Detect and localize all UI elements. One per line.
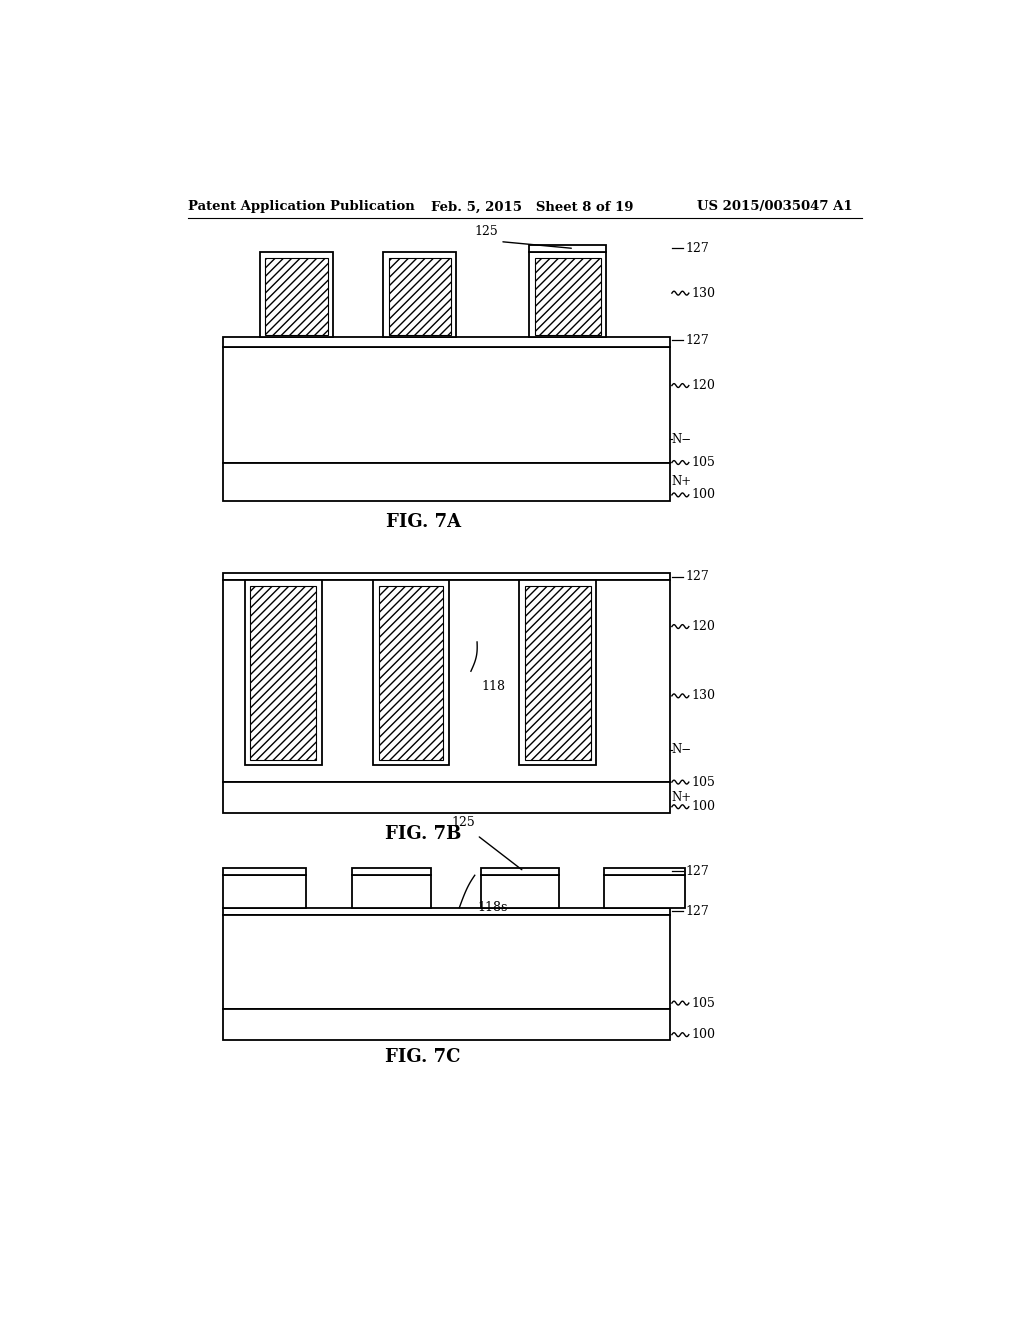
- Text: FIG. 7B: FIG. 7B: [385, 825, 462, 843]
- Bar: [223, 337, 670, 347]
- Bar: [604, 867, 685, 875]
- Bar: [535, 257, 601, 335]
- Text: 100: 100: [691, 1028, 715, 1041]
- Bar: [223, 581, 670, 781]
- Bar: [352, 867, 431, 875]
- Text: N+: N+: [672, 475, 692, 488]
- Text: 120: 120: [691, 620, 715, 634]
- Bar: [223, 462, 670, 502]
- Bar: [223, 573, 670, 581]
- Bar: [223, 908, 670, 915]
- Text: 127: 127: [685, 242, 709, 255]
- Text: 127: 127: [685, 334, 709, 347]
- Bar: [260, 252, 333, 337]
- Bar: [223, 347, 670, 462]
- Text: 105: 105: [691, 776, 715, 788]
- Text: 120: 120: [691, 379, 715, 392]
- Bar: [519, 581, 596, 766]
- Bar: [352, 875, 431, 908]
- Text: 125: 125: [452, 816, 475, 829]
- Bar: [481, 875, 559, 908]
- Bar: [604, 875, 685, 908]
- Bar: [529, 252, 606, 337]
- Text: 100: 100: [691, 488, 715, 502]
- Text: US 2015/0035047 A1: US 2015/0035047 A1: [696, 201, 852, 214]
- Bar: [379, 586, 443, 760]
- Bar: [524, 586, 591, 760]
- Text: 118: 118: [481, 681, 506, 693]
- Text: 125: 125: [474, 224, 498, 238]
- Bar: [529, 244, 606, 252]
- Text: 127: 127: [685, 865, 709, 878]
- Bar: [388, 257, 451, 335]
- Text: 105: 105: [691, 455, 715, 469]
- Text: 100: 100: [691, 800, 715, 813]
- Bar: [250, 586, 316, 760]
- Bar: [373, 581, 449, 766]
- Text: N−: N−: [672, 743, 692, 756]
- Text: 118s: 118s: [477, 902, 508, 915]
- Bar: [223, 915, 670, 1010]
- Bar: [223, 1010, 670, 1040]
- Bar: [383, 252, 457, 337]
- Text: 130: 130: [691, 286, 715, 300]
- Text: FIG. 7A: FIG. 7A: [386, 513, 461, 531]
- Text: Patent Application Publication: Patent Application Publication: [188, 201, 415, 214]
- Bar: [265, 257, 328, 335]
- Bar: [223, 781, 670, 813]
- Text: 130: 130: [691, 689, 715, 702]
- Bar: [223, 875, 306, 908]
- Bar: [223, 867, 306, 875]
- Text: FIG. 7C: FIG. 7C: [385, 1048, 461, 1067]
- Text: N−: N−: [672, 433, 692, 446]
- Text: 105: 105: [691, 997, 715, 1010]
- Bar: [245, 581, 322, 766]
- Text: Feb. 5, 2015   Sheet 8 of 19: Feb. 5, 2015 Sheet 8 of 19: [431, 201, 634, 214]
- Bar: [481, 867, 559, 875]
- Text: N+: N+: [672, 791, 692, 804]
- Text: 127: 127: [685, 570, 709, 583]
- Text: 127: 127: [685, 906, 709, 917]
